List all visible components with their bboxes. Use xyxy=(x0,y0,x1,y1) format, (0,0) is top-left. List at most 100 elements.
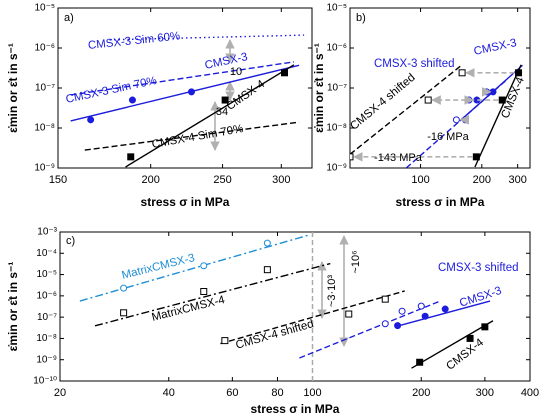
panel: 150 200 250 300 10⁻⁹ 10⁻⁸ 10⁻⁷ 10⁻⁶ 10⁻⁵ a) stress… xyxy=(6,3,313,209)
y-tick-label: 10⁻¹⁰ xyxy=(33,376,57,387)
fit-line xyxy=(411,320,494,369)
marker xyxy=(221,337,229,345)
marker xyxy=(221,96,229,104)
y-tick-label: 10⁻⁵ xyxy=(36,269,57,280)
marker xyxy=(452,116,460,124)
marker xyxy=(187,88,195,96)
series-label: CMSX-4 xyxy=(444,336,486,373)
marker xyxy=(120,284,128,292)
annotation: -143 MPa xyxy=(374,152,423,164)
marker xyxy=(472,153,480,161)
y-axis-label: ε̇min or ε̇t in s⁻¹ xyxy=(312,43,326,133)
fit-line xyxy=(70,64,300,122)
panel: 20 40 60 80 100 200 300 400 10⁻¹⁰ 10⁻⁹ 10⁻⁸ 10⁻⁷ 10⁻… xyxy=(6,227,539,417)
fit-line xyxy=(109,34,305,41)
marker xyxy=(200,262,208,270)
y-tick-label: 10⁻⁵ xyxy=(326,3,347,14)
x-tick-label: 200 xyxy=(473,174,491,186)
y-tick-label: 10⁻³ xyxy=(37,227,57,238)
marker xyxy=(263,266,271,274)
y-tick-label: 10⁻⁸ xyxy=(326,123,347,134)
x-tick-label: 100 xyxy=(303,387,321,399)
panel: 100 200 300 10⁻⁹ 10⁻⁸ 10⁻⁷ 10⁻⁶ 10⁻⁵ b) stress σ … xyxy=(312,3,531,209)
annotation: 10 xyxy=(230,66,242,78)
fit-line xyxy=(84,121,300,151)
x-tick-label: 150 xyxy=(49,174,67,186)
marker xyxy=(381,320,389,328)
marker xyxy=(128,96,136,104)
fit-line xyxy=(220,290,405,345)
marker xyxy=(263,239,271,247)
x-axis-label: stress σ in MPa xyxy=(396,195,485,209)
y-tick-label: 10⁻⁹ xyxy=(326,163,347,174)
marker xyxy=(127,153,135,161)
series-label: CMSX-3 xyxy=(473,37,518,58)
plot-area xyxy=(70,34,305,168)
series-label: CMSX-4 shifted xyxy=(348,72,417,133)
x-tick-label: 400 xyxy=(521,387,539,399)
fit-line xyxy=(474,64,522,168)
y-tick-label: 10⁻⁷ xyxy=(37,312,57,323)
marker xyxy=(381,295,389,303)
series-label: CMSX-3 Sim 70% xyxy=(65,75,158,106)
x-tick-label: 80 xyxy=(271,387,283,399)
y-axis-label: ε̇min or ε̇t in s⁻¹ xyxy=(6,43,20,133)
marker xyxy=(350,153,354,161)
annotation: ~3·10³ xyxy=(326,275,338,307)
y-axis-label: ε̇min or ε̇t in s⁻¹ xyxy=(6,262,20,352)
marker xyxy=(416,358,424,366)
series-label: CMSX-4 shifted xyxy=(234,318,315,352)
y-tick-label: 10⁻⁶ xyxy=(326,43,347,54)
x-tick-label: 200 xyxy=(141,174,159,186)
y-tick-label: 10⁻⁵ xyxy=(34,3,55,14)
x-tick-label: 20 xyxy=(54,387,66,399)
annotation: 34 xyxy=(216,106,228,118)
marker xyxy=(120,309,128,317)
x-tick-label: 100 xyxy=(411,174,429,186)
marker xyxy=(458,69,466,77)
y-tick-label: 10⁻⁷ xyxy=(35,83,55,94)
fit-line xyxy=(70,61,295,96)
fit-line xyxy=(394,300,491,328)
series-label: CMSX-4 Sim 70% xyxy=(151,123,244,151)
x-axis-label: stress σ in MPa xyxy=(141,195,230,209)
x-tick-label: 300 xyxy=(508,174,526,186)
x-tick-label: 250 xyxy=(213,174,231,186)
y-tick-label: 10⁻⁶ xyxy=(36,290,57,301)
marker xyxy=(417,302,425,310)
plot-area xyxy=(79,234,494,369)
y-tick-label: 10⁻⁴ xyxy=(36,248,57,259)
panel-label: c) xyxy=(66,235,75,247)
marker xyxy=(398,307,406,315)
marker xyxy=(345,310,353,318)
y-tick-label: 10⁻⁷ xyxy=(327,83,347,94)
x-tick-label: 40 xyxy=(163,387,175,399)
x-tick-label: 300 xyxy=(476,387,494,399)
marker xyxy=(441,305,449,313)
marker xyxy=(200,288,208,296)
marker xyxy=(481,323,489,331)
y-tick-label: 10⁻⁹ xyxy=(34,163,55,174)
x-tick-label: 60 xyxy=(226,387,238,399)
plot-frame xyxy=(59,231,531,382)
x-tick-label: 200 xyxy=(412,387,430,399)
marker xyxy=(483,88,491,96)
marker xyxy=(394,322,402,330)
fit-line xyxy=(299,300,440,359)
x-axis-label: stress σ in MPa xyxy=(251,402,340,416)
y-tick-label: 10⁻⁸ xyxy=(34,123,55,134)
marker xyxy=(466,334,474,342)
series-label: CMSX-3 shifted xyxy=(438,262,519,274)
series-label: CMSX-3 Sim 60% xyxy=(87,30,180,52)
annotation: ~10⁶ xyxy=(350,250,362,273)
series-label: MatrixCMSX-3 xyxy=(121,252,196,282)
marker xyxy=(87,116,95,124)
plot-frame xyxy=(349,7,531,169)
series-label: CMSX-3 xyxy=(458,285,503,310)
y-tick-label: 10⁻⁹ xyxy=(36,354,57,365)
fit-line xyxy=(79,234,310,302)
panel-label: b) xyxy=(356,12,366,24)
series-label: CMSX-3 shifted xyxy=(374,58,455,70)
marker xyxy=(281,69,289,77)
